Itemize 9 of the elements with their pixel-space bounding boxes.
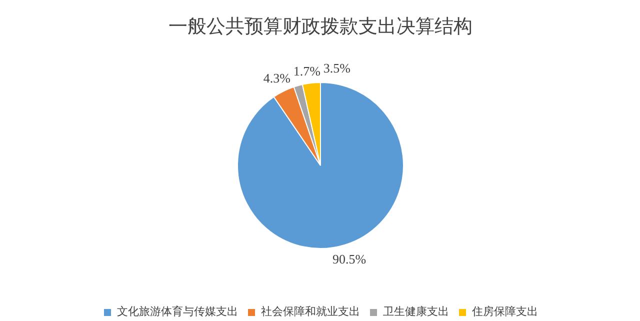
- data-label: 3.5%: [323, 60, 351, 76]
- legend-label: 住房保障支出: [472, 304, 538, 319]
- data-label: 90.5%: [332, 252, 366, 267]
- legend-label: 文化旅游体育与传媒支出: [117, 304, 238, 319]
- legend-label: 卫生健康支出: [383, 304, 449, 319]
- data-label: 4.3%: [263, 70, 291, 86]
- chart-title: 一般公共预算财政拨款支出决算结构: [168, 16, 472, 38]
- data-label: 1.7%: [293, 64, 321, 79]
- legend-label: 社会保障和就业支出: [261, 304, 360, 319]
